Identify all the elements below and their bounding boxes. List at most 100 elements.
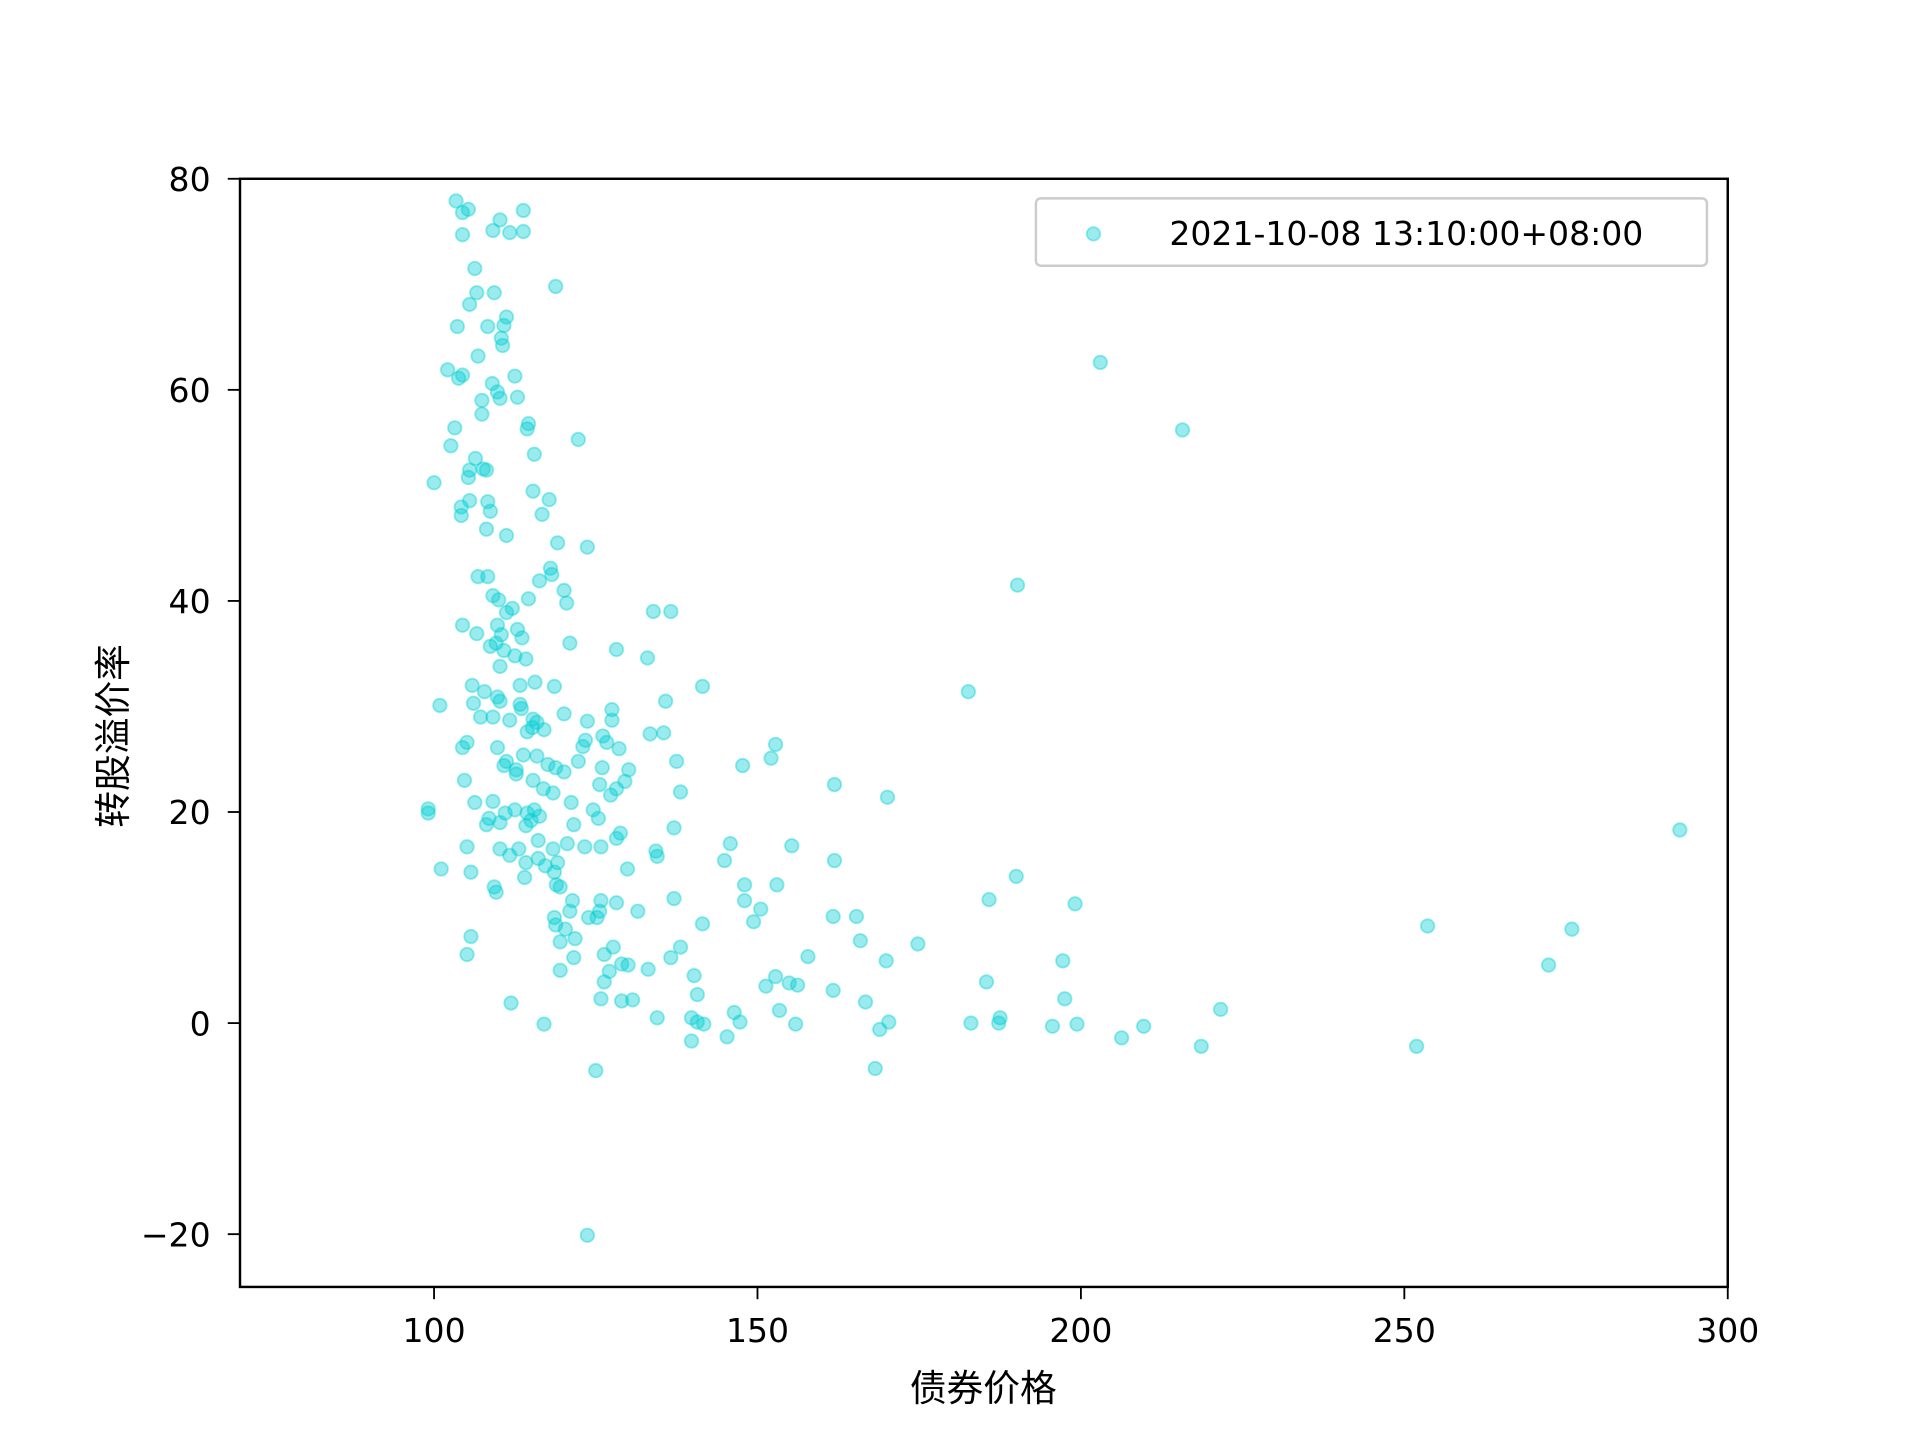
points-layer — [420, 193, 1688, 1243]
data-point — [485, 709, 501, 725]
legend-label: 2021-10-08 13:10:00+08:00 — [1169, 214, 1643, 253]
data-point — [498, 527, 515, 544]
data-point — [736, 877, 753, 893]
data-point — [656, 725, 672, 741]
data-point — [478, 462, 495, 478]
data-point — [456, 772, 473, 789]
data-point — [689, 1014, 705, 1030]
data-point — [852, 933, 868, 949]
data-point — [722, 836, 738, 852]
data-point — [453, 499, 469, 515]
data-point — [689, 986, 705, 1003]
x-axis-label: 债券价格 — [910, 1367, 1057, 1410]
data-point — [460, 201, 476, 218]
data-point — [460, 469, 476, 486]
data-point — [1212, 1001, 1229, 1018]
data-point — [619, 861, 636, 877]
data-point — [546, 909, 563, 926]
x-tick-label: 200 — [1049, 1311, 1112, 1350]
data-point — [588, 1062, 604, 1079]
data-point — [507, 802, 523, 818]
data-point — [478, 521, 495, 537]
data-point — [507, 648, 523, 664]
data-point — [1055, 953, 1071, 969]
data-point — [509, 621, 526, 638]
data-point — [683, 1033, 700, 1049]
data-point — [530, 832, 546, 849]
data-point — [420, 805, 436, 821]
data-point — [492, 658, 508, 675]
data-point — [485, 793, 501, 810]
data-point — [523, 812, 539, 829]
data-point — [639, 650, 656, 666]
data-point — [519, 805, 535, 821]
data-point — [734, 757, 751, 774]
data-point — [910, 936, 926, 952]
data-point — [527, 674, 543, 690]
data-point — [1057, 991, 1073, 1007]
data-point — [463, 864, 479, 880]
data-point — [474, 392, 490, 409]
data-point — [480, 569, 496, 585]
data-point — [602, 787, 619, 803]
data-point — [696, 1016, 712, 1032]
data-point — [663, 950, 679, 966]
data-point — [454, 739, 471, 756]
data-point — [605, 939, 621, 955]
data-point — [512, 696, 528, 713]
data-point — [981, 891, 997, 908]
data-point — [683, 1010, 700, 1026]
data-point — [518, 651, 534, 667]
data-point — [879, 789, 896, 805]
data-point — [548, 760, 564, 776]
data-point — [589, 909, 605, 926]
data-point — [620, 957, 636, 973]
data-point — [454, 367, 471, 383]
data-point — [552, 879, 568, 895]
data-point — [566, 950, 582, 966]
data-point — [1114, 1030, 1130, 1046]
data-point — [1044, 1018, 1061, 1034]
data-point — [763, 750, 779, 766]
data-point — [1008, 868, 1024, 885]
data-point — [447, 420, 463, 436]
data-point — [562, 903, 578, 919]
data-point — [493, 627, 509, 643]
data-point — [559, 836, 575, 852]
y-tick-label: 40 — [169, 582, 211, 621]
data-point — [753, 901, 769, 917]
data-point — [590, 810, 607, 826]
data-point — [536, 722, 552, 738]
data-point — [461, 462, 478, 478]
data-point — [486, 879, 502, 895]
data-point — [518, 855, 534, 871]
data-point — [604, 701, 620, 718]
data-point — [595, 728, 611, 744]
data-point — [596, 946, 612, 963]
y-tick-label: 60 — [169, 371, 211, 410]
data-point — [488, 884, 504, 900]
data-point — [608, 781, 625, 797]
data-point — [454, 204, 471, 221]
data-point — [694, 916, 711, 932]
data-point — [467, 260, 483, 277]
data-point — [491, 592, 507, 608]
data-point — [872, 1021, 888, 1038]
data-point — [485, 588, 501, 604]
data-point — [1092, 354, 1108, 371]
data-point — [579, 1227, 596, 1243]
data-point — [498, 604, 515, 621]
data-point — [1193, 1038, 1209, 1054]
data-point — [511, 841, 527, 857]
data-point — [474, 406, 490, 422]
data-point — [482, 638, 498, 654]
data-point — [657, 693, 674, 709]
data-point — [825, 908, 841, 925]
data-point — [472, 709, 489, 725]
data-point — [502, 847, 518, 863]
data-point — [732, 1014, 748, 1030]
data-point — [556, 764, 572, 780]
data-point — [515, 202, 531, 219]
data-point — [591, 776, 608, 793]
